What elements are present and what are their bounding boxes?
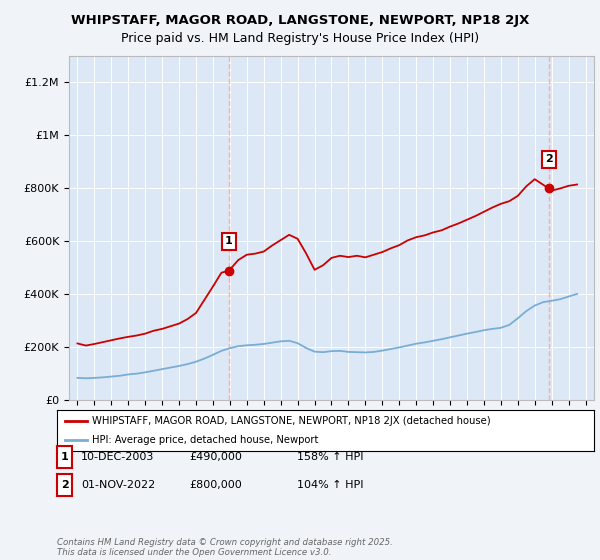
Text: £490,000: £490,000 — [189, 452, 242, 462]
Text: WHIPSTAFF, MAGOR ROAD, LANGSTONE, NEWPORT, NP18 2JX: WHIPSTAFF, MAGOR ROAD, LANGSTONE, NEWPOR… — [71, 14, 529, 27]
Text: £800,000: £800,000 — [189, 480, 242, 490]
Text: HPI: Average price, detached house, Newport: HPI: Average price, detached house, Newp… — [92, 435, 318, 445]
Text: 2: 2 — [61, 480, 68, 490]
Text: 01-NOV-2022: 01-NOV-2022 — [81, 480, 155, 490]
Text: 2: 2 — [545, 155, 553, 164]
Text: WHIPSTAFF, MAGOR ROAD, LANGSTONE, NEWPORT, NP18 2JX (detached house): WHIPSTAFF, MAGOR ROAD, LANGSTONE, NEWPOR… — [92, 417, 491, 426]
Text: 1: 1 — [61, 452, 68, 462]
Text: 104% ↑ HPI: 104% ↑ HPI — [297, 480, 364, 490]
Text: Price paid vs. HM Land Registry's House Price Index (HPI): Price paid vs. HM Land Registry's House … — [121, 32, 479, 45]
Text: 158% ↑ HPI: 158% ↑ HPI — [297, 452, 364, 462]
Text: Contains HM Land Registry data © Crown copyright and database right 2025.
This d: Contains HM Land Registry data © Crown c… — [57, 538, 393, 557]
Text: 10-DEC-2003: 10-DEC-2003 — [81, 452, 154, 462]
Text: 1: 1 — [225, 236, 233, 246]
